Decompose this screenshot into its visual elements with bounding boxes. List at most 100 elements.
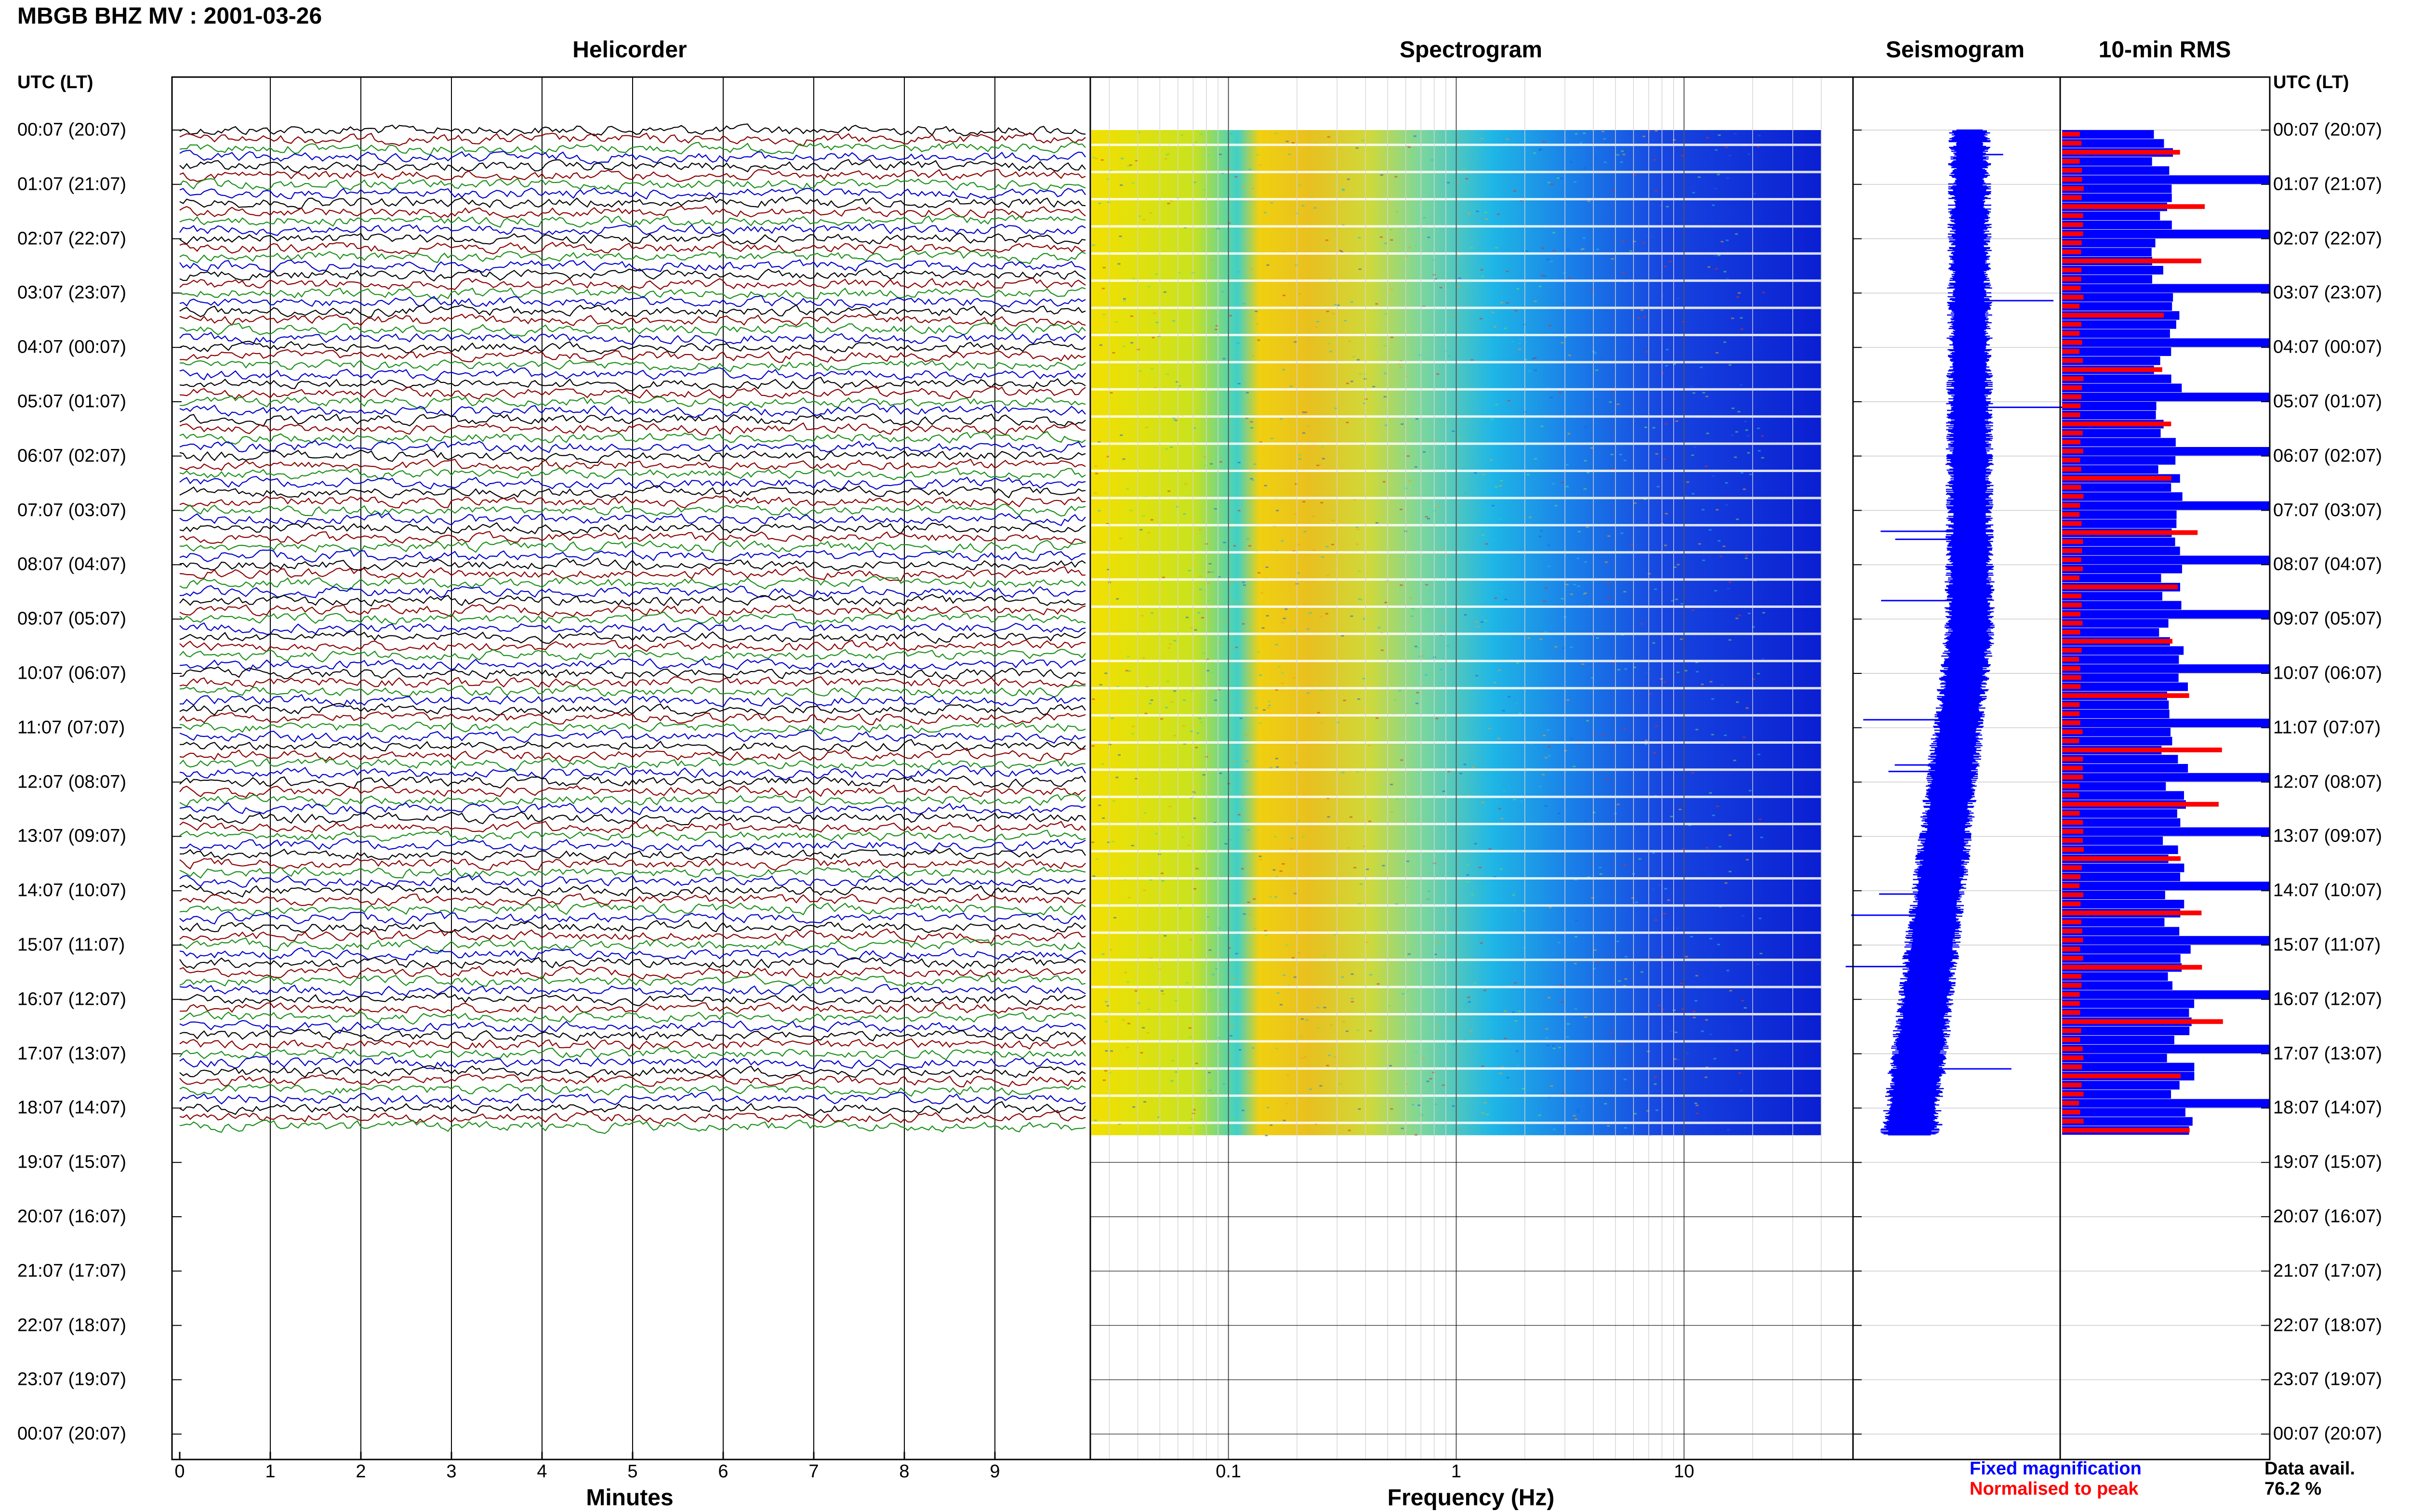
- spectrogram-speckle: [1642, 242, 1645, 244]
- spectrogram-speckle: [1230, 133, 1233, 135]
- spectrogram-speckle: [1741, 999, 1745, 1001]
- spectrogram-speckle: [1233, 647, 1237, 649]
- spectrogram-speckle: [1693, 446, 1696, 448]
- spectrogram-speckle: [1518, 712, 1522, 714]
- spectrogram-speckle: [1550, 261, 1553, 263]
- spectrogram-panel: [1089, 76, 1854, 1460]
- spectrogram-speckle: [1427, 898, 1430, 900]
- rms-normalised-bar: [2062, 530, 2198, 535]
- spectrogram-speckle: [1577, 531, 1581, 533]
- spectrogram-speckle: [1329, 351, 1333, 353]
- rms-fixed-bar: [2062, 664, 2269, 673]
- spectrogram-speckle: [1635, 901, 1638, 903]
- spectrogram-speckle: [1257, 572, 1261, 574]
- helicorder-trace: [180, 694, 1086, 708]
- rms-fixed-bar: [2062, 881, 2269, 891]
- helicorder-trace: [179, 666, 1086, 680]
- spectrogram-speckle: [1111, 717, 1114, 719]
- rms-fixed-bar: [2062, 184, 2172, 193]
- spectrogram-speckle: [1717, 254, 1721, 256]
- spectrogram-speckle: [1333, 1056, 1337, 1058]
- spectrogram-speckle: [1239, 717, 1243, 719]
- helicorder-trace: [179, 937, 1086, 953]
- spectrogram-speckle: [1255, 310, 1258, 312]
- helicorder-trace: [179, 205, 1086, 219]
- rms-normalised-bar: [2062, 539, 2083, 544]
- rms-normalised-bar: [2062, 584, 2178, 590]
- spectrogram-speckle: [1224, 843, 1228, 845]
- spectrogram-speckle: [1616, 834, 1619, 836]
- spectrogram-speckle: [1482, 802, 1485, 803]
- spectrogram-speckle: [1233, 760, 1236, 762]
- rms-normalised-bar: [2062, 856, 2181, 861]
- spectrogram-speckle: [1248, 1071, 1252, 1073]
- left-time-label: 16:07 (12:07): [17, 989, 127, 1010]
- spectrogram-speckle: [1731, 317, 1734, 319]
- spectrogram-speckle: [1330, 852, 1334, 854]
- helicorder-trace: [179, 965, 1086, 980]
- spectrogram-speckle: [1560, 177, 1563, 179]
- spectrogram-speckle: [1556, 177, 1560, 179]
- spectrogram-speckle: [1383, 345, 1387, 347]
- spectrogram-speckle: [1106, 178, 1110, 180]
- spectrogram-speckle: [1724, 882, 1728, 884]
- rms-normalised-bar: [2062, 1001, 2080, 1006]
- spectrogram-speckle: [1582, 593, 1586, 595]
- spectrogram-speckle: [1312, 549, 1316, 551]
- spectrogram-speckle: [1737, 292, 1741, 294]
- rms-normalised-bar: [2062, 892, 2084, 897]
- spectrogram-speckle: [1504, 599, 1508, 601]
- right-time-label: 00:07 (20:07): [2273, 119, 2383, 140]
- spectrogram-speckle: [1222, 358, 1226, 360]
- spectrogram-speckle: [1625, 956, 1628, 958]
- spectrogram-speckle: [1170, 701, 1173, 703]
- spectrogram-speckle: [1518, 1010, 1522, 1012]
- rms-normalised-bar: [2062, 213, 2083, 218]
- spectrogram-speckle: [1137, 349, 1140, 351]
- spectrogram-speckle: [1128, 897, 1131, 899]
- rms-fixed-bar: [2062, 710, 2170, 719]
- spectrogram-speckle: [1740, 1090, 1743, 1091]
- spectrogram-speckle: [1729, 990, 1733, 992]
- rms-normalised-bar: [2062, 1091, 2084, 1097]
- rms-fixed-bar: [2062, 393, 2269, 402]
- rms-fixed-bar: [2062, 655, 2179, 664]
- spectrogram-speckle: [1326, 1065, 1329, 1066]
- spectrogram-speckle: [1389, 1065, 1392, 1066]
- spectrogram-speckle: [1302, 836, 1305, 838]
- helicorder-x-label: Minutes: [586, 1485, 674, 1511]
- spectrogram-speckle: [1282, 368, 1285, 370]
- spectrogram-speckle: [1098, 510, 1101, 512]
- spectrogram-speckle: [1384, 602, 1388, 604]
- rms-fixed-bar: [2062, 1108, 2185, 1117]
- spectrogram-speckle: [1423, 217, 1426, 219]
- helicorder-trace: [179, 947, 1086, 960]
- left-time-label: 06:07 (02:07): [17, 446, 127, 466]
- helicorder-trace: [179, 1001, 1086, 1015]
- spectrogram-speckle: [1350, 615, 1353, 617]
- spectrogram-speckle: [1630, 543, 1634, 545]
- spectrogram-speckle: [1725, 239, 1729, 241]
- spectrogram-speckle: [1127, 165, 1130, 167]
- spectrogram-speckle: [1217, 1037, 1220, 1039]
- spectrogram-speckle: [1418, 1112, 1421, 1114]
- spectrogram-speckle: [1283, 974, 1286, 976]
- spectrogram-speckle: [1258, 855, 1262, 857]
- helicorder-trace: [179, 757, 1086, 772]
- rms-normalised-bar: [2062, 657, 2079, 662]
- right-time-label: 22:07 (18:07): [2273, 1315, 2383, 1336]
- spectrogram-speckle: [1363, 373, 1367, 375]
- spectrogram-speckle: [1402, 993, 1405, 995]
- spectrogram-speckle: [1520, 800, 1523, 802]
- right-time-label: 03:07 (23:07): [2273, 282, 2383, 303]
- spectrogram-speckle: [1540, 275, 1544, 276]
- spectrogram-speckle: [1709, 1033, 1712, 1035]
- spectrogram-speckle: [1482, 473, 1485, 475]
- spectrogram-tick-label: 0.1: [1216, 1461, 1242, 1482]
- helicorder-trace: [179, 984, 1086, 998]
- spectrogram-speckle: [1412, 609, 1416, 611]
- spectrogram-speckle: [1116, 598, 1119, 600]
- spectrogram-speckle: [1584, 561, 1587, 563]
- spectrogram-speckle: [1356, 1029, 1360, 1031]
- helicorder-trace: [179, 748, 1086, 762]
